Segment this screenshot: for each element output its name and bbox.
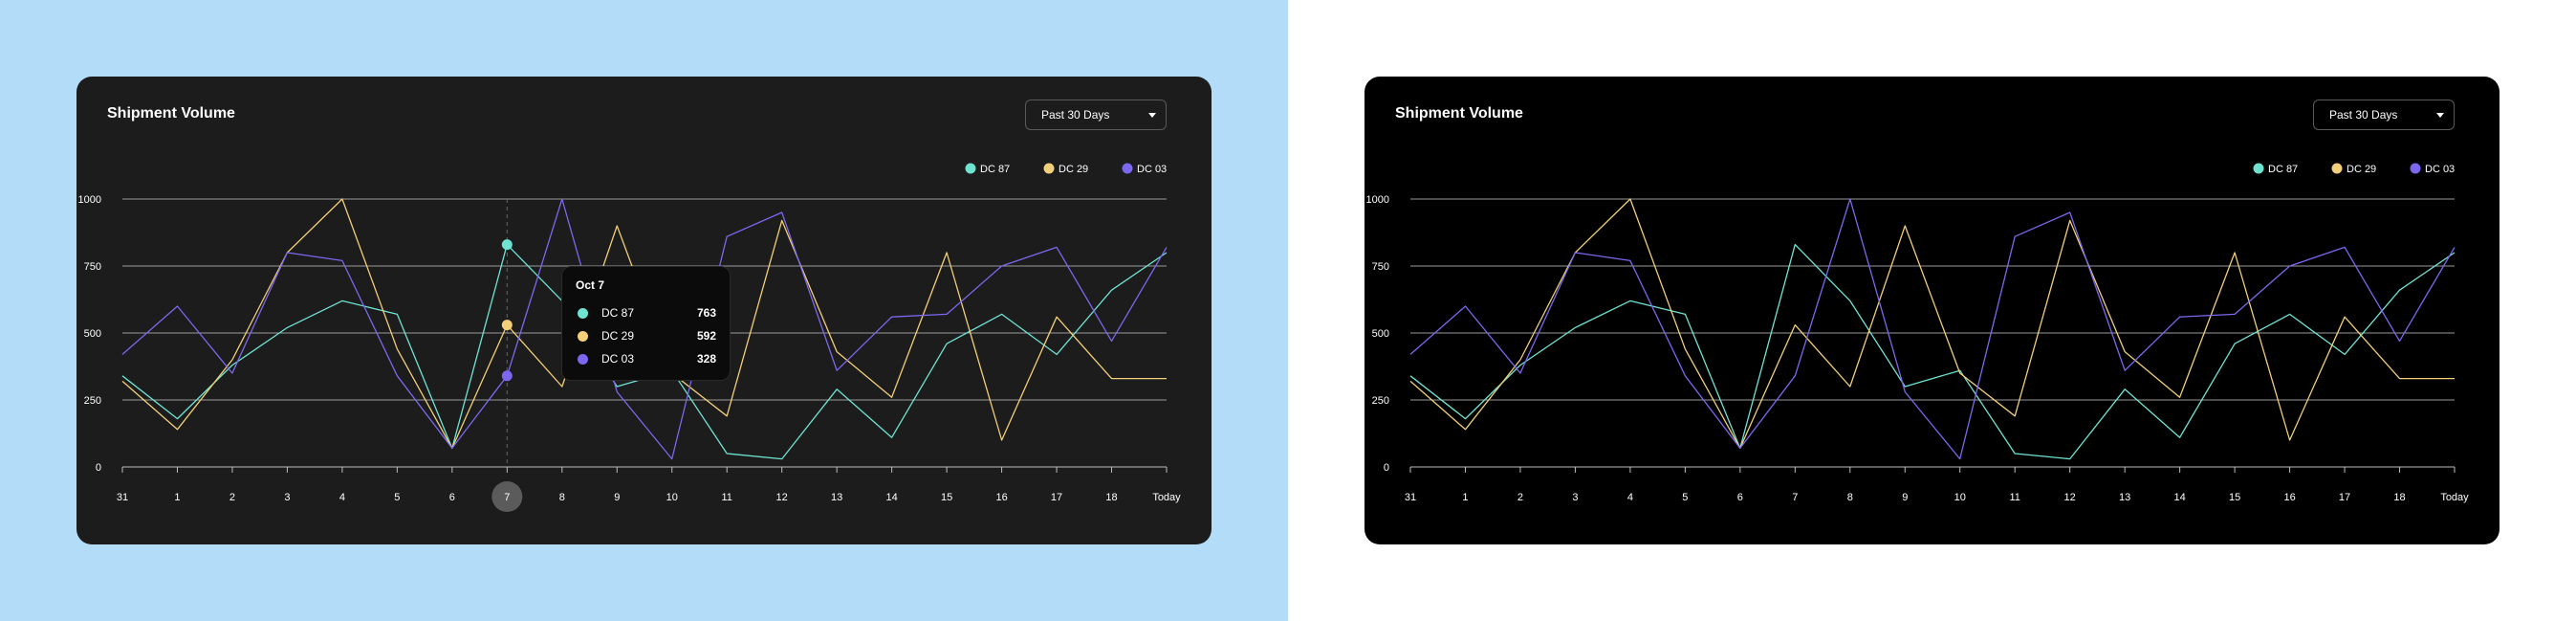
x-tick-label: 1	[1462, 492, 1468, 503]
series-line-dc-87	[1409, 243, 2456, 460]
legend-dot-icon	[2253, 163, 2264, 174]
x-tick-label: 9	[1902, 492, 1908, 503]
series-dot-icon	[578, 330, 588, 342]
x-tick-label: 14	[886, 492, 898, 503]
tooltip-row: DC 87 763	[576, 301, 716, 324]
y-tick-label: 500	[84, 328, 101, 340]
series-dot-icon	[578, 353, 588, 365]
date-range-dropdown[interactable]: Past 30 Days	[2313, 100, 2455, 130]
tooltip-row: DC 29 592	[576, 324, 716, 347]
x-tick-label: 6	[1737, 492, 1743, 503]
tooltip-series-name: DC 03	[601, 352, 635, 366]
legend-label: DC 03	[2425, 164, 2455, 175]
x-tick-label: Today	[2440, 492, 2469, 503]
x-tick-label: 5	[1682, 492, 1688, 503]
x-tick-label: 5	[394, 492, 400, 503]
hover-point	[501, 239, 513, 251]
x-tick-label: 13	[831, 492, 842, 503]
x-tick-label: 2	[229, 492, 235, 503]
x-tick-label: Today	[1152, 492, 1181, 503]
x-tick-label: 3	[1572, 492, 1578, 503]
legend-dot-icon	[965, 163, 976, 174]
x-tick-label: 4	[339, 492, 345, 503]
x-tick-label: 3	[284, 492, 290, 503]
legend-label: DC 87	[980, 164, 1010, 175]
x-tick-label: 16	[2283, 492, 2295, 503]
series-line-dc-03	[121, 198, 1168, 460]
tooltip-series-value: 328	[696, 352, 716, 366]
legend-dot-icon	[2331, 163, 2343, 174]
tooltip-series-value: 592	[696, 329, 716, 343]
x-tick-label: 18	[1105, 492, 1117, 503]
light-blue-panel: Shipment Volume Past 30 Days DC 87 DC 29 D…	[0, 0, 1288, 621]
chevron-down-icon	[2436, 113, 2444, 118]
x-tick-label: 7	[504, 492, 510, 503]
x-tick-label: 1	[174, 492, 180, 503]
x-tick-label: 16	[995, 492, 1007, 503]
hover-point	[501, 320, 513, 331]
x-tick-label: 11	[2009, 492, 2019, 503]
y-tick-label: 750	[1372, 261, 1389, 273]
tooltip-row: DC 03 328	[576, 347, 716, 370]
y-tick-label: 250	[84, 395, 101, 407]
y-tick-label: 500	[1372, 328, 1389, 340]
date-range-value: Past 30 Days	[2329, 108, 2398, 122]
y-tick-label: 1000	[1366, 194, 1389, 206]
y-tick-label: 0	[1384, 462, 1389, 474]
legend-dot-icon	[1122, 163, 1133, 174]
chevron-down-icon	[1148, 113, 1156, 118]
x-tick-label: 14	[2174, 492, 2186, 503]
legend-dot-icon	[2410, 163, 2421, 174]
chart-card-right: Shipment Volume Past 30 Days DC 87 DC 29 D…	[1364, 77, 2500, 544]
x-tick-label: 15	[2229, 492, 2240, 503]
x-tick-label: 2	[1517, 492, 1523, 503]
x-tick-label: 12	[2064, 492, 2076, 503]
x-tick-label: 12	[776, 492, 788, 503]
y-tick-label: 250	[1372, 395, 1389, 407]
x-tick-label: 31	[1405, 492, 1416, 503]
x-tick-highlight	[491, 481, 523, 512]
x-tick-label: 10	[666, 492, 678, 503]
y-tick-label: 750	[84, 261, 101, 273]
tooltip-date: Oct 7	[576, 278, 605, 292]
chart-title: Shipment Volume	[107, 105, 235, 122]
x-tick-label: 10	[1954, 492, 1966, 503]
y-tick-label: 1000	[78, 194, 101, 206]
chart-card-left: Shipment Volume Past 30 Days DC 87 DC 29 D…	[76, 77, 1212, 544]
x-tick-label: 17	[2339, 492, 2350, 503]
chart-tooltip: Oct 7 DC 87 763 DC 29 592 DC 03 328	[561, 266, 731, 381]
x-tick-label: 4	[1627, 492, 1633, 503]
legend-label: DC 29	[2347, 164, 2376, 175]
legend-label: DC 29	[1059, 164, 1088, 175]
hover-point	[501, 370, 513, 382]
x-tick-label: 13	[2119, 492, 2130, 503]
tooltip-series-name: DC 87	[601, 306, 635, 320]
x-tick-label: 7	[1792, 492, 1798, 503]
series-line-dc-03	[1409, 198, 2456, 460]
tooltip-series-name: DC 29	[601, 329, 635, 343]
x-tick-label: 8	[559, 492, 565, 503]
date-range-value: Past 30 Days	[1041, 108, 1110, 122]
date-range-dropdown[interactable]: Past 30 Days	[1025, 100, 1167, 130]
legend-dot-icon	[1043, 163, 1055, 174]
white-panel: Shipment Volume Past 30 Days DC 87 DC 29 D…	[1288, 0, 2576, 621]
series-dot-icon	[578, 307, 588, 319]
x-tick-label: 11	[721, 492, 731, 503]
chart-title: Shipment Volume	[1395, 105, 1523, 122]
x-tick-label: 15	[941, 492, 952, 503]
x-tick-label: 6	[449, 492, 455, 503]
x-tick-label: 9	[614, 492, 620, 503]
x-tick-label: 31	[117, 492, 128, 503]
legend-label: DC 87	[2268, 164, 2298, 175]
legend-label: DC 03	[1137, 164, 1167, 175]
x-tick-label: 18	[2393, 492, 2405, 503]
series-line-dc-29	[1409, 198, 2455, 450]
x-tick-label: 8	[1847, 492, 1853, 503]
y-tick-label: 0	[96, 462, 101, 474]
x-tick-label: 17	[1051, 492, 1062, 503]
tooltip-series-value: 763	[696, 306, 716, 320]
